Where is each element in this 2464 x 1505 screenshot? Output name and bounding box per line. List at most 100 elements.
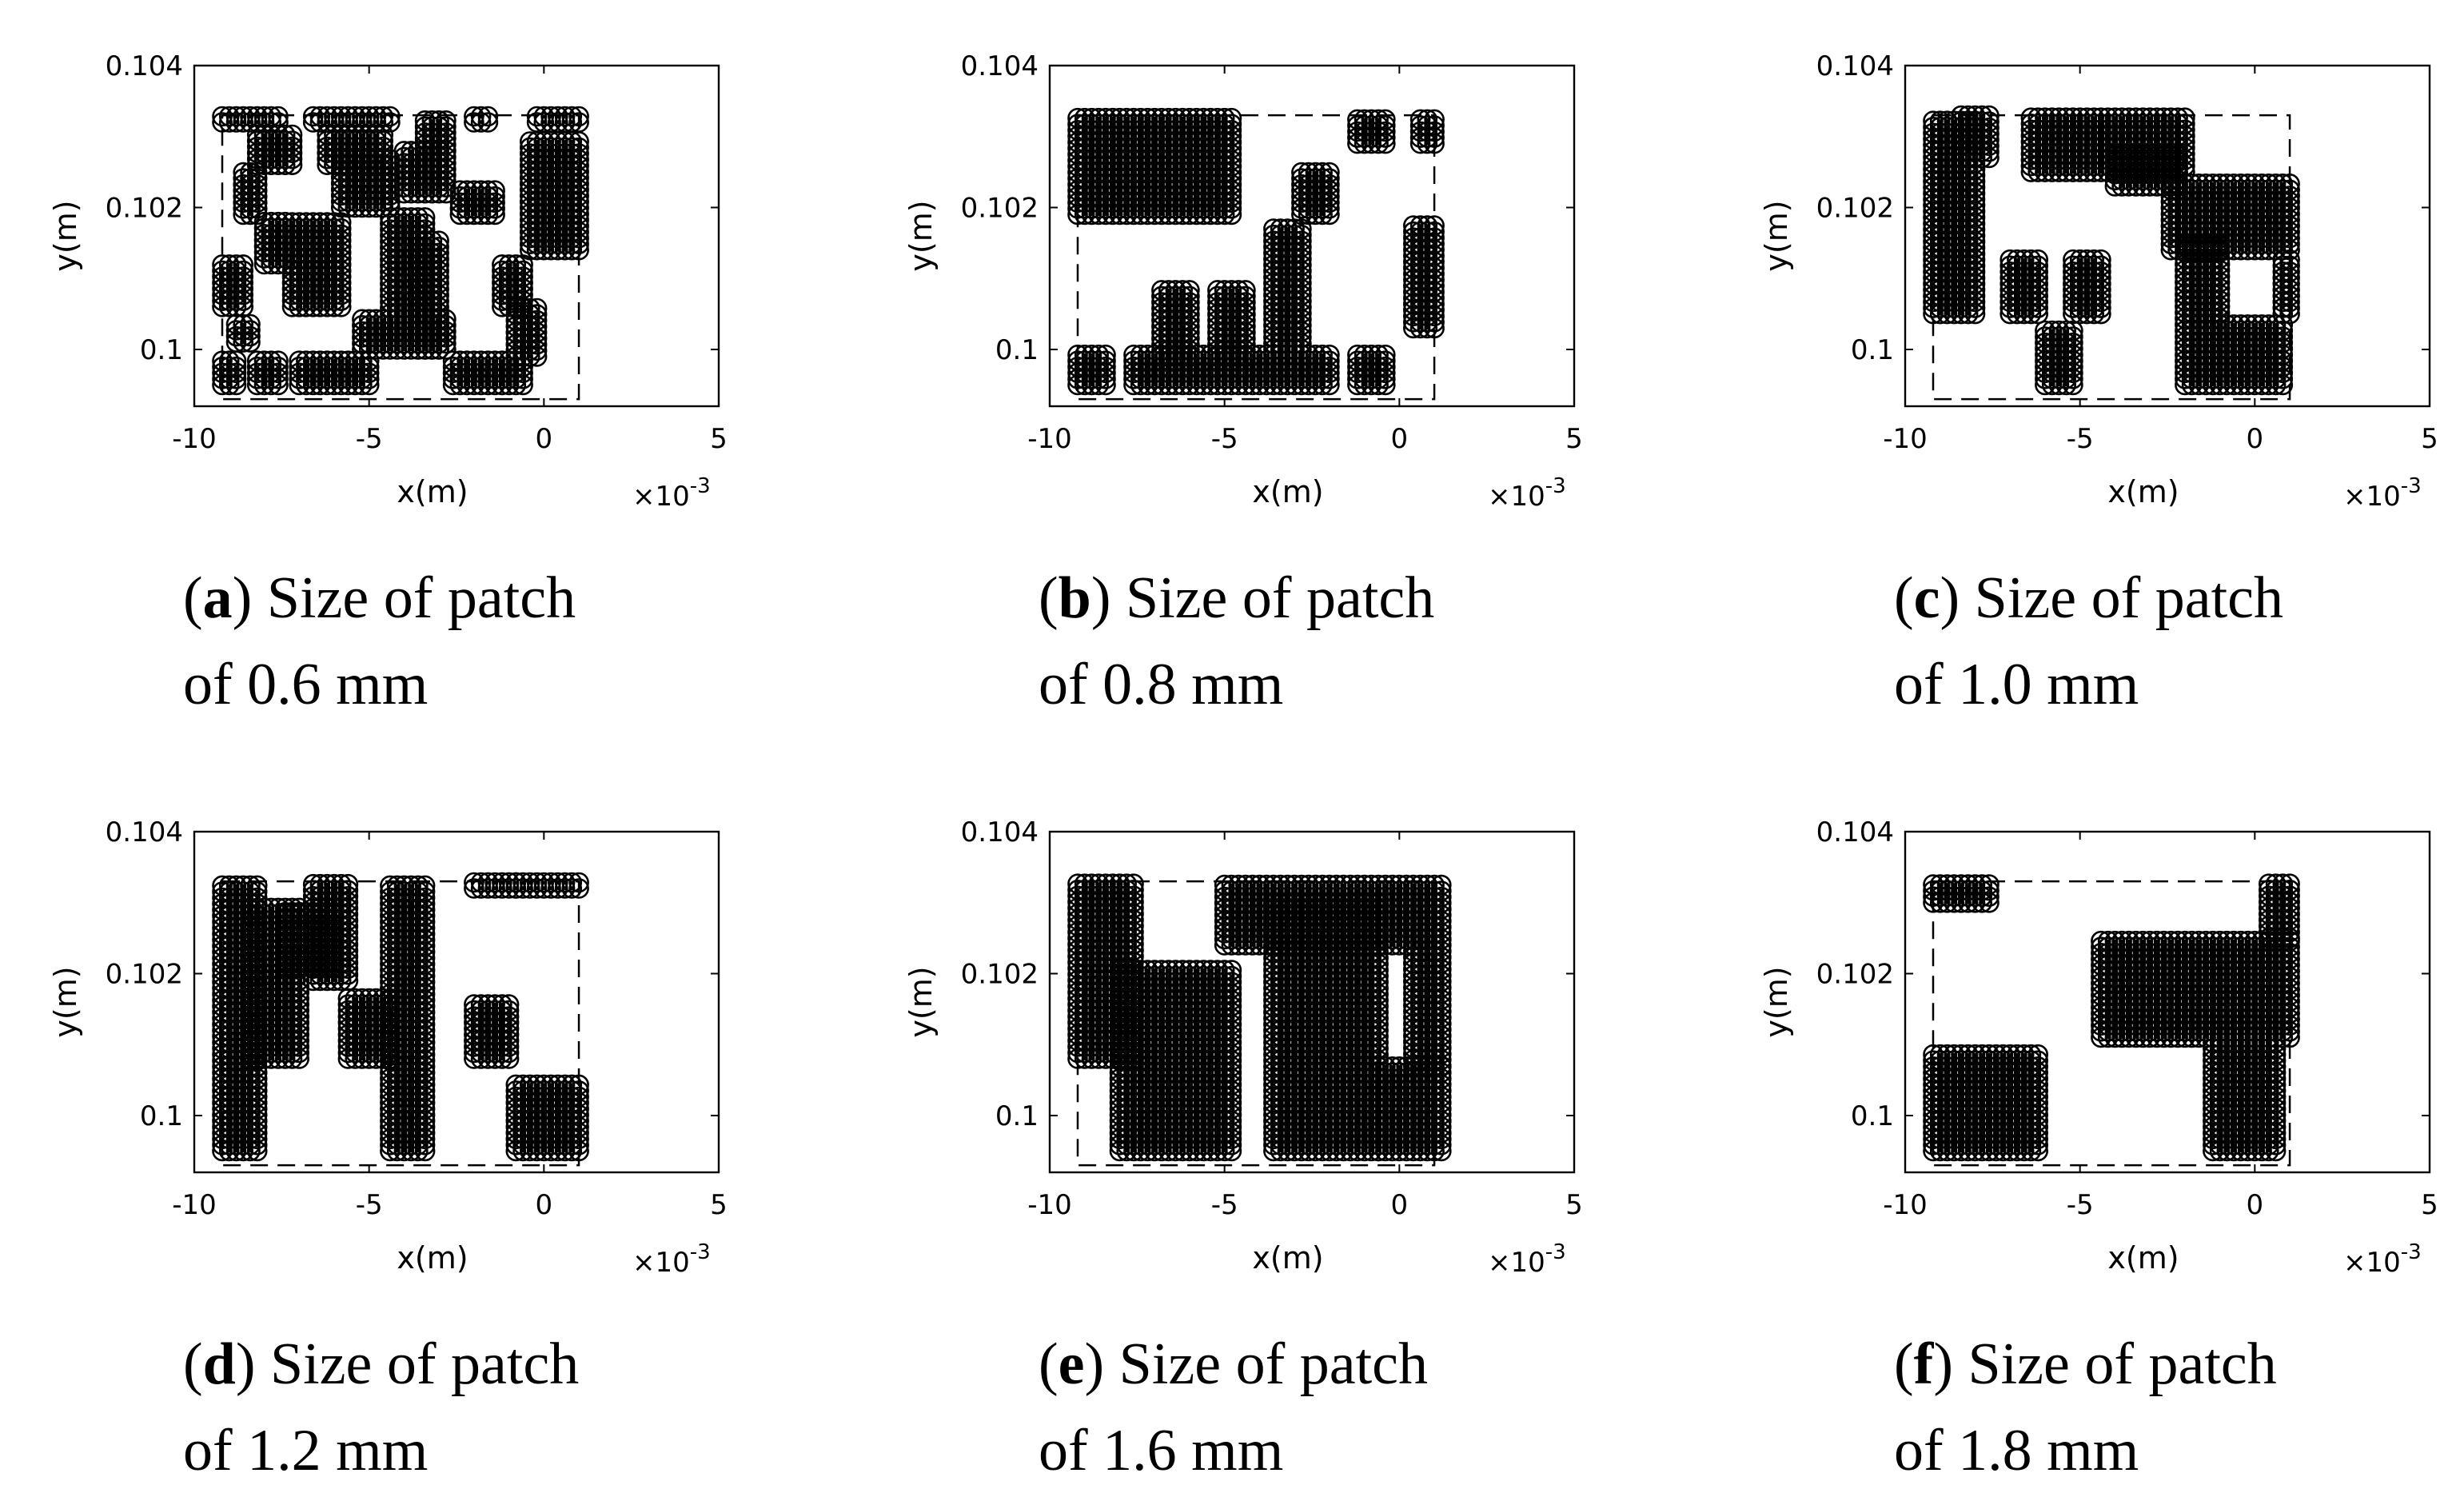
- data-point: [345, 994, 366, 1015]
- data-point: [1081, 107, 1102, 129]
- data-point: [2188, 186, 2210, 206]
- data-point: [1081, 120, 1102, 141]
- data-point: [505, 297, 527, 319]
- data-point: [1137, 344, 1158, 365]
- data-point: [1270, 350, 1291, 372]
- x-tick-label: -5: [2067, 423, 2094, 455]
- data-point: [1291, 230, 1312, 252]
- data-point: [1172, 107, 1193, 129]
- data-point: [2244, 320, 2266, 341]
- data-point: [2125, 107, 2147, 128]
- data-point: [512, 309, 533, 331]
- x-tick-label: 5: [2421, 423, 2438, 455]
- data-point: [2055, 320, 2076, 341]
- data-point: [2259, 326, 2279, 347]
- data-point: [429, 116, 449, 138]
- data-point: [2076, 107, 2098, 128]
- data-point: [2020, 249, 2042, 270]
- data-point: [1228, 350, 1249, 372]
- data-point: [386, 314, 408, 336]
- data-point: [246, 909, 268, 931]
- domain-boundary: [221, 114, 580, 401]
- data-point: [2139, 119, 2160, 141]
- data-point: [2195, 236, 2216, 257]
- data-point: [253, 909, 275, 931]
- data-point: [2272, 174, 2294, 194]
- data-point: [1228, 285, 1249, 307]
- data-point: [365, 149, 387, 170]
- data-point: [1186, 344, 1207, 365]
- data-point: [296, 212, 317, 233]
- data-point: [352, 309, 373, 330]
- data-point: [1207, 280, 1228, 301]
- data-point: [309, 218, 331, 239]
- data-point: [1972, 111, 1992, 132]
- data-point: [373, 149, 394, 170]
- data-point: [225, 362, 247, 384]
- data-point: [365, 321, 387, 342]
- data-point: [2209, 248, 2231, 269]
- data-point: [2175, 179, 2195, 201]
- data-point: [352, 124, 373, 146]
- data-point: [2055, 332, 2076, 353]
- data-point: [464, 362, 484, 384]
- caption-label: a: [203, 565, 233, 631]
- data-point: [540, 131, 561, 152]
- data-point: [358, 994, 380, 1015]
- data-point: [2007, 261, 2027, 282]
- data-point: [561, 106, 583, 127]
- data-point: [246, 130, 268, 151]
- data-point: [2027, 107, 2048, 128]
- data-point: [317, 124, 338, 146]
- data-point: [274, 223, 296, 245]
- data-point: [1284, 224, 1305, 246]
- data-point: [380, 106, 401, 127]
- data-point: [1221, 120, 1242, 141]
- data-point: [1186, 107, 1207, 129]
- data-point: [2265, 186, 2287, 206]
- data-point: [408, 230, 429, 252]
- multiplier-base: 10: [656, 1247, 690, 1279]
- data-point: [2035, 332, 2055, 353]
- data-point: [1298, 168, 1319, 189]
- data-point: [1151, 356, 1172, 377]
- data-point: [218, 881, 240, 902]
- data-point: [1409, 115, 1431, 136]
- data-point: [492, 254, 512, 275]
- data-point: [253, 211, 275, 233]
- data-point: [2035, 326, 2055, 347]
- data-point: [268, 356, 289, 377]
- data-point: [1929, 110, 1951, 131]
- data-point: [2223, 326, 2244, 347]
- y-tick-label: 0.104: [1816, 50, 1894, 82]
- plot-area: [1048, 64, 1576, 408]
- data-point: [2076, 255, 2098, 277]
- data-point: [240, 112, 261, 133]
- data-point: [1354, 121, 1375, 142]
- data-point: [2216, 174, 2238, 194]
- data-point: [1172, 114, 1193, 134]
- data-point: [330, 224, 352, 246]
- marker-group: [212, 872, 589, 1162]
- data-point: [373, 309, 394, 330]
- data-point: [2076, 261, 2098, 282]
- data-point: [505, 254, 527, 275]
- data-point: [233, 112, 254, 133]
- data-point: [1291, 224, 1312, 246]
- data-point: [2125, 119, 2147, 141]
- data-point: [268, 362, 289, 384]
- data-point: [1158, 292, 1179, 313]
- data-point: [1221, 280, 1242, 301]
- data-point: [1095, 350, 1116, 372]
- data-point: [1957, 117, 1979, 138]
- data-point: [401, 314, 421, 336]
- data-point: [519, 309, 540, 331]
- data-point: [457, 362, 477, 384]
- data-point: [253, 904, 275, 924]
- data-point: [1144, 344, 1165, 365]
- data-point: [2216, 320, 2238, 341]
- data-point: [2259, 179, 2279, 201]
- data-point: [324, 218, 345, 239]
- data-point: [2265, 320, 2287, 341]
- data-point: [281, 130, 303, 151]
